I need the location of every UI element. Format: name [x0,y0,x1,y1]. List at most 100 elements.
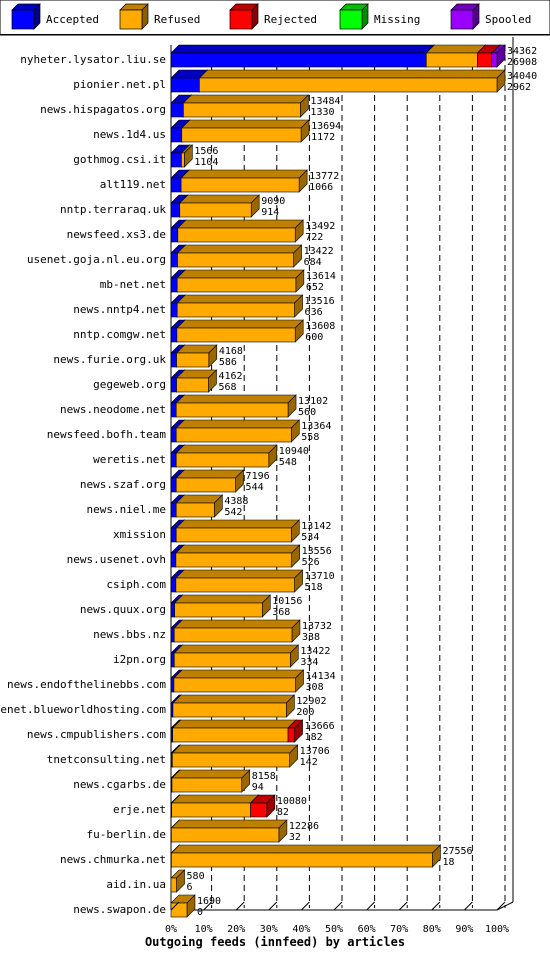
accepted-value-label: 334 [300,657,318,668]
offered-value-label: 13516 [305,296,335,307]
bar-top [176,269,305,279]
legend-swatch [119,9,143,30]
legend-swatch [339,9,363,30]
bar-face [170,452,177,468]
bar-row-pionier-net-pl [170,69,506,93]
category-label: alt119.net [100,178,166,191]
bar-face [170,202,181,218]
x-tick-label: 30% [260,924,278,935]
bar-segment-refused [425,44,487,68]
bar-face [174,602,263,618]
bar-segment-refused [176,319,304,343]
x-tick-label: 20% [227,924,245,935]
category-label: gegeweb.org [93,378,166,391]
x-tick-label: 50% [325,924,343,935]
bar-face [170,252,178,268]
offered-value-label: 1566 [194,146,218,157]
category-label: usenet.goja.nl.eu.org [27,253,166,266]
bar-row-erje-net [170,794,276,818]
bar-face [172,727,289,743]
offered-value-label: 10156 [272,596,302,607]
accepted-value-label: 544 [246,482,264,493]
bar-row-news-bbs-nz [170,619,301,643]
category-label: news.hispagatos.org [40,103,166,116]
category-label: xmission [113,528,166,541]
legend-label: Rejected [264,13,317,26]
bar-face [170,677,175,693]
legend-item-missing: Missing [339,3,420,30]
accepted-value-label: 2962 [507,82,531,93]
category-label: newsfeed.xs3.de [67,228,166,241]
bar-top [170,844,442,854]
legend-label: Spooled [485,13,531,26]
bar-face [170,227,179,243]
bar-top [171,769,251,779]
bar-face [175,552,292,568]
accepted-value-label: 338 [302,632,320,643]
accepted-value-label: 534 [301,532,319,543]
legend-item-spooled: Spooled [450,3,531,30]
bar-top [173,644,300,654]
accepted-value-label: 568 [218,382,236,393]
legend-label: Accepted [46,13,99,26]
bar-segment-refused [175,419,301,443]
bar-face [173,627,293,643]
bar-segment-refused [171,769,251,793]
bar-segment-refused [175,369,218,393]
bar-row-nyheter-lysator-liu-se [170,44,506,68]
bar-segment-refused [173,644,300,668]
bar-face [170,77,200,93]
category-label: nntp.terraraq.uk [60,203,166,216]
bars [170,44,506,918]
bar-row-aid-in-ua [170,869,186,893]
bar-segment-refused [175,469,245,493]
bar-face [170,527,177,543]
bar-segment-rejected [249,794,276,818]
bar-face [170,52,427,68]
accepted-value-label: 182 [305,732,323,743]
bar-face [175,402,289,418]
bar-segment-refused [170,794,260,818]
accepted-value-label: 684 [304,257,322,268]
accepted-value-label: 652 [306,282,324,293]
bar-row-news-endofthelinebbs-com [170,669,305,693]
bar-face [491,52,498,68]
bar-face [183,102,301,118]
offered-value-label: 9090 [261,196,285,207]
bar-top [175,569,304,579]
category-label: i2pn.org [113,653,166,666]
bar-face [176,377,209,393]
accepted-value-label: 518 [305,582,323,593]
category-label: news.swapon.de [73,903,166,916]
bar-segment-refused [175,519,301,543]
bar-face [179,202,252,218]
bar-top [175,394,297,404]
bar-segment-accepted [170,44,435,68]
x-tick-mark [366,901,375,911]
bar-segment-refused [176,294,304,318]
bar-face [171,802,251,818]
category-label: news.1d4.us [93,128,166,141]
category-label: news.cmpublishers.com [27,728,166,741]
bar-face [176,327,296,343]
offered-value-label: 13364 [301,421,331,432]
bar-segment-refused [172,694,296,718]
bar-segment-rejected [287,719,304,743]
bar-row-news-nntp4-net [170,294,304,318]
bar-face [176,277,297,293]
x-tick-label: 90% [455,924,473,935]
bar-segment-refused [175,494,224,518]
category-label: news.furie.org.uk [53,353,166,366]
accepted-value-label: 526 [302,557,320,568]
accepted-value-label: 914 [261,207,279,218]
accepted-value-label: 26908 [507,57,537,68]
offered-value-label: 13666 [305,721,335,732]
bar-face [287,727,295,743]
bar-row-news-cmpublishers-com [170,719,304,743]
accepted-value-label: 32 [289,832,301,843]
x-tick-label: 80% [423,924,441,935]
category-label: mb-net.net [100,278,166,291]
x-tick-mark [333,901,343,911]
bar-face [175,577,295,593]
bar-face [175,477,236,493]
